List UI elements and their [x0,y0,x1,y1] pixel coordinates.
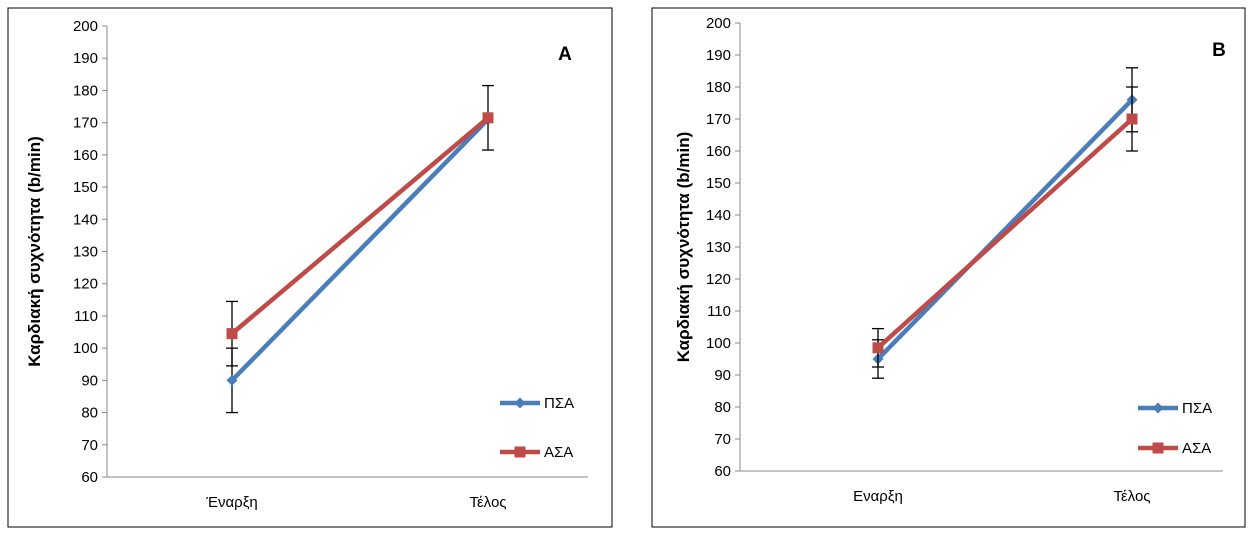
y-tick-label: 160 [73,147,98,164]
chart-frame [651,7,1246,528]
y-tick-label: 110 [707,303,731,320]
y-tick-label: 130 [73,244,98,261]
x-category-label: Τέλος [469,494,506,511]
y-tick-label: 100 [706,335,731,352]
y-tick-label: 70 [714,431,731,448]
x-category-label: Έναρξη [205,494,258,511]
y-tick-label: 190 [73,50,98,67]
panel-label: B [1212,40,1226,61]
y-tick-label: 80 [714,399,731,416]
y-tick-label: 200 [706,15,731,32]
chart-panel-b: 60 70 80 90 100 110 120 130 140 150 160 170 180 190 20… [651,7,1246,528]
panel-label: A [558,44,572,65]
x-category-label: Τέλος [1113,488,1150,505]
y-tick-label: 160 [706,143,731,160]
legend-entry: ΑΣΑ [1138,440,1211,457]
y-tick-label: 90 [81,372,98,389]
legend-marker [514,446,526,458]
legend-marker [514,397,526,409]
data-point [482,112,494,124]
y-tick-label: 130 [706,239,731,256]
legend-entry: ΑΣΑ [500,444,573,461]
data-point [226,328,238,340]
y-tick-label: 110 [74,308,98,325]
series-line [875,116,1135,351]
legend-label: ΑΣΑ [544,444,573,461]
y-tick-label: 190 [706,47,731,64]
legend-entry: ΠΣΑ [500,395,574,412]
series-line [229,117,491,383]
y-tick-label: 90 [714,367,731,384]
legend-marker [1152,402,1164,414]
y-tick-label: 140 [73,211,98,228]
legend-marker [1152,442,1164,454]
x-category-label: Εναρξη [853,488,903,505]
y-tick-label: 200 [73,18,98,35]
series-asa [226,84,494,367]
y-tick-label: 60 [81,469,98,486]
series-asa [872,86,1138,368]
y-tick-label: 60 [714,463,731,480]
y-tick-label: 150 [73,179,98,196]
y-tick-label: 140 [706,207,731,224]
series-line [229,115,491,336]
legend-entry: ΠΣΑ [1138,400,1212,417]
legend-label: ΑΣΑ [1182,440,1211,457]
y-tick-label: 170 [73,115,98,132]
y-tick-label: 80 [81,405,98,422]
chart-panel-a: 60 70 80 90 100 110 120 130 140 150 160 170 180 190 20… [7,7,613,528]
y-ticks: 60 70 80 90 100 110 120 130 140 150 160 170 180 190 20… [706,15,740,480]
y-tick-label: 180 [706,79,731,96]
y-axis-title: Καρδιακή συχνότητα (b/min) [25,136,44,367]
y-axis-title: Καρδιακή συχνότητα (b/min) [674,132,693,363]
y-tick-label: 120 [73,276,98,293]
y-tick-label: 180 [73,82,98,99]
data-point [872,342,884,354]
series-line [875,97,1135,362]
y-tick-label: 100 [73,340,98,357]
y-tick-label: 170 [706,111,731,128]
y-tick-label: 120 [706,271,731,288]
data-point [226,374,238,386]
y-ticks: 60 70 80 90 100 110 120 130 140 150 160 170 180 190 20… [73,18,107,486]
y-tick-label: 150 [706,175,731,192]
legend-label: ΠΣΑ [544,395,574,412]
y-tick-label: 70 [81,437,98,454]
legend-label: ΠΣΑ [1182,400,1212,417]
data-point [1126,113,1138,125]
